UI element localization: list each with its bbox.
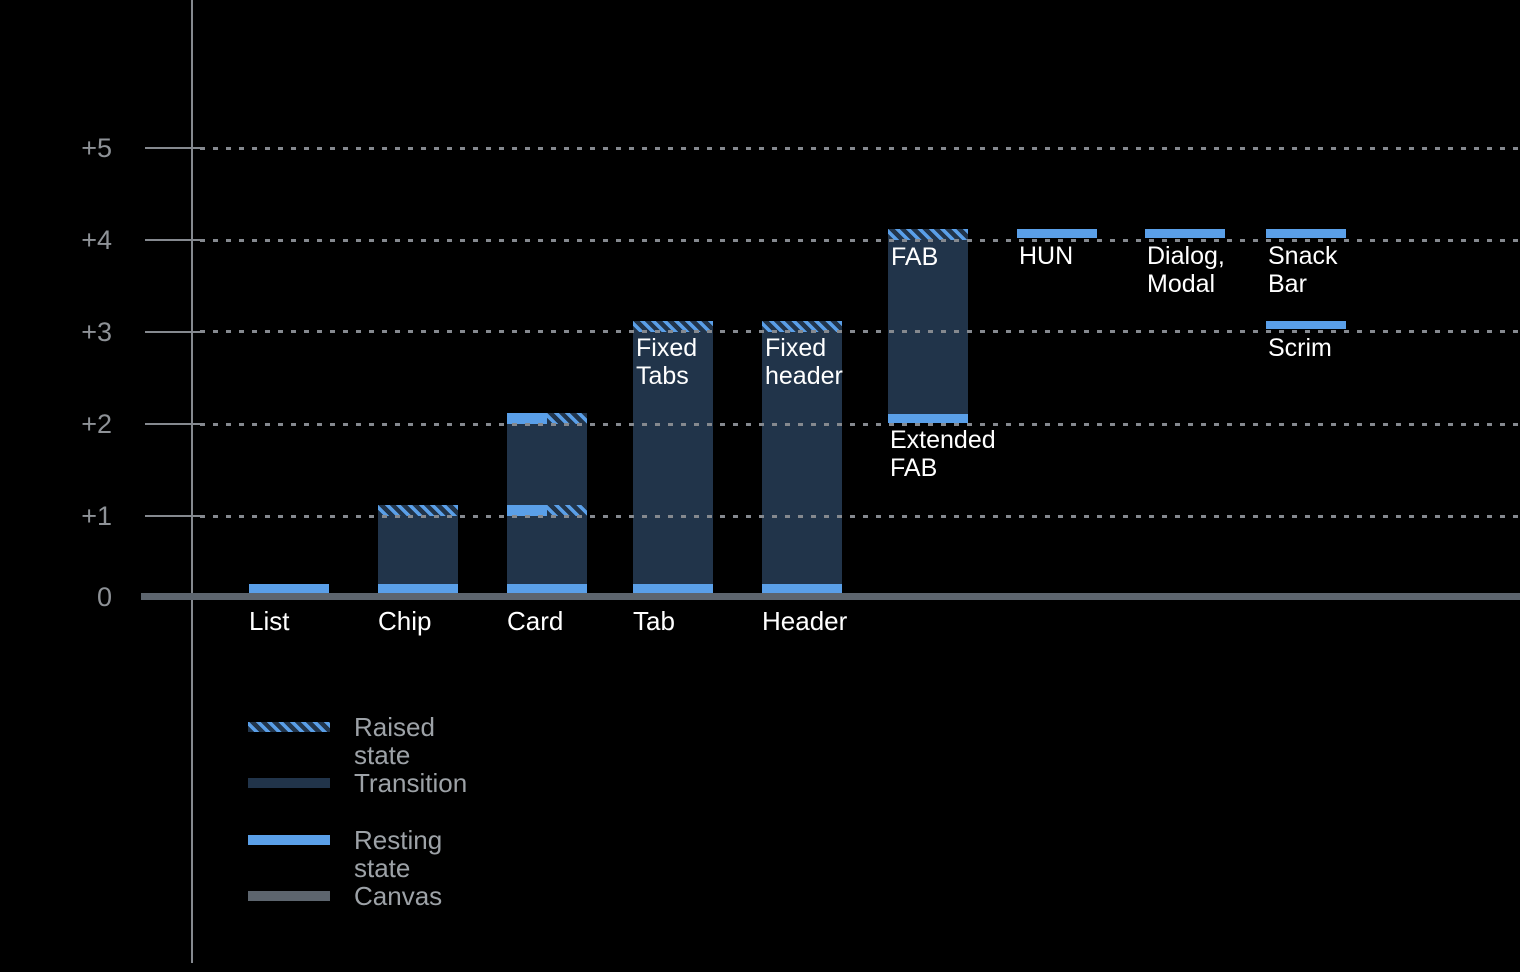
below-label-dialog-modal: Dialog, Modal — [1147, 242, 1225, 298]
inner-label-tab: Fixed Tabs — [636, 334, 698, 390]
bar-hun-floating-band — [1017, 229, 1097, 238]
category-label-card: Card — [507, 606, 564, 636]
legend-label: Raised state — [354, 712, 435, 770]
bar-tab-resting-band — [633, 584, 713, 593]
bar-scrim-floating-band — [1266, 320, 1346, 329]
bar-card-resting-half-band-2 — [507, 413, 547, 424]
bar-extended-fab-resting-band — [888, 414, 968, 423]
bar-extended-fab-raised-band — [888, 229, 968, 240]
legend-swatch-canvas-solid — [248, 891, 330, 902]
bar-card-resting-band — [507, 584, 587, 593]
tick-mark-2 — [145, 423, 200, 425]
bar-chip-transition — [378, 505, 458, 593]
bar-card-raised-half-band-1 — [547, 505, 587, 516]
legend-label: Transition — [354, 768, 468, 799]
below-label-hun: HUN — [1019, 242, 1074, 270]
category-label-header: Header — [762, 606, 848, 636]
tick-mark-5 — [145, 147, 200, 149]
axis-label-0: 0 — [96, 582, 112, 612]
inner-label-header: Fixed header — [765, 334, 843, 390]
legend-swatch-raised-hatch — [248, 722, 330, 732]
canvas-baseline — [141, 593, 1520, 600]
bar-header-resting-band — [762, 584, 842, 593]
legend-label: Canvas — [354, 881, 443, 912]
category-label-list: List — [249, 606, 290, 636]
bar-snack-bar-floating-band — [1266, 229, 1346, 238]
inner-label-extended-fab: FAB — [891, 242, 939, 271]
bar-list-resting-band — [249, 584, 329, 593]
axis-label-+3: +3 — [81, 316, 112, 347]
bar-card-resting-half-band-1 — [507, 505, 547, 516]
axis-label-+1: +1 — [81, 501, 112, 531]
bar-tab-raised-band — [633, 320, 713, 332]
legend-swatch-transition-solid — [248, 778, 330, 789]
gridline-1 — [200, 514, 1520, 518]
bar-extended-fab-transition — [888, 229, 968, 423]
gridline-2 — [200, 422, 1520, 426]
bar-dialog-modal-floating-band — [1145, 229, 1225, 238]
below-label-scrim: Scrim — [1268, 333, 1332, 362]
below-label-snack-bar: Snack Bar — [1268, 242, 1338, 298]
bar-chip-resting-band — [378, 584, 458, 593]
bar-header-raised-band — [762, 320, 842, 332]
axis-label-+2: +2 — [81, 409, 112, 439]
tick-mark-1 — [145, 515, 200, 517]
category-label-chip: Chip — [378, 606, 432, 636]
bar-card-transition — [507, 413, 587, 593]
legend-label: Resting state — [354, 824, 443, 883]
bar-chip-raised-band — [378, 505, 458, 516]
tick-mark-4 — [145, 239, 200, 241]
gridline-4 — [200, 238, 1520, 242]
category-label-tab: Tab — [633, 606, 675, 636]
axis-label-+4: +4 — [81, 225, 112, 255]
tick-mark-3 — [145, 330, 200, 333]
legend-swatch-resting-solid — [248, 834, 330, 845]
bar-header-transition — [762, 320, 842, 593]
gridline-5 — [200, 146, 1520, 150]
y-axis-line — [191, 0, 193, 963]
bar-card-raised-half-band-2 — [547, 413, 587, 424]
gridline-3 — [200, 330, 1520, 333]
below-label-extended-fab: Extended FAB — [890, 426, 996, 482]
axis-label-+5: +5 — [81, 133, 112, 163]
bar-tab-transition — [633, 320, 713, 593]
